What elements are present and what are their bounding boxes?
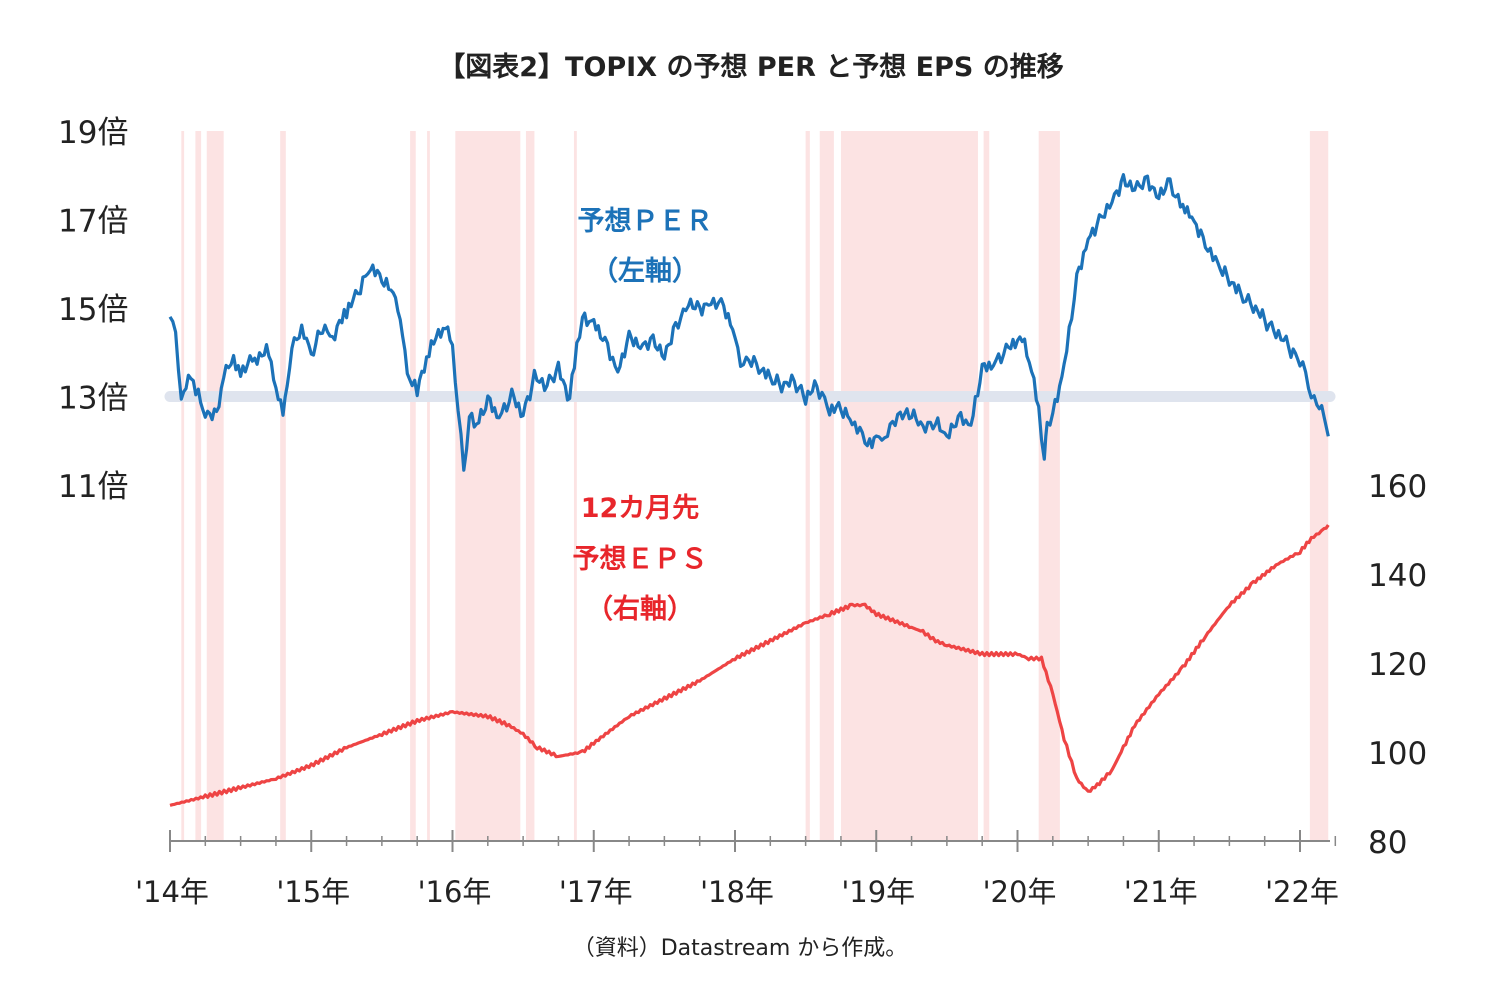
right-tick-label: 120	[1368, 647, 1427, 683]
left-tick-label: 17倍	[58, 204, 128, 240]
shaded-period-6	[455, 131, 521, 841]
x-axis	[169, 830, 1337, 852]
x-tick-label: '19年	[841, 875, 915, 909]
left-tick-label: 19倍	[58, 115, 128, 151]
eps-series-line	[169, 524, 1330, 807]
shaded-period-7	[525, 131, 535, 841]
shaded-period-10	[819, 131, 834, 841]
right-tick-label: 80	[1368, 825, 1407, 861]
x-axis-ticks: '14年 '15年 '16年 '17年 '18年 '19年 '20年 '21年 '22年	[135, 875, 1339, 909]
x-tick-label: '17年	[559, 875, 633, 909]
series-layer	[168, 173, 1330, 807]
x-tick-label: '15年	[276, 875, 350, 909]
eps-label-line3: （右軸）	[586, 594, 694, 625]
x-tick-label: '21年	[1124, 875, 1198, 909]
left-axis-ticks: 19倍 17倍 15倍 13倍 11倍	[58, 115, 128, 505]
shaded-period-8	[573, 131, 577, 841]
shaded-periods	[181, 131, 1329, 841]
right-tick-label: 100	[1368, 736, 1427, 772]
per-label-line1: 予想ＰＥＲ	[578, 206, 713, 237]
shaded-period-11	[840, 131, 978, 841]
source-note: （資料）Datastream から作成。	[573, 936, 908, 961]
eps-label-line1: 12カ月先	[581, 493, 700, 524]
shaded-period-13	[1038, 131, 1060, 841]
right-tick-label: 140	[1368, 558, 1427, 594]
shaded-period-0	[181, 131, 185, 841]
shaded-period-4	[410, 131, 416, 841]
x-tick-label: '14年	[135, 875, 209, 909]
left-tick-label: 15倍	[58, 292, 128, 328]
x-tick-label: '20年	[983, 875, 1057, 909]
shaded-period-12	[983, 131, 990, 841]
shaded-period-2	[206, 131, 224, 841]
shaded-period-3	[280, 131, 286, 841]
per-series-line	[168, 173, 1330, 472]
left-tick-label: 11倍	[58, 469, 128, 505]
shaded-period-5	[427, 131, 430, 841]
right-axis-ticks: 160 140 120 100 80	[1368, 469, 1427, 861]
x-tick-label: '22年	[1265, 875, 1339, 909]
left-tick-label: 13倍	[58, 381, 128, 417]
shaded-period-1	[195, 131, 202, 841]
right-tick-label: 160	[1368, 469, 1427, 505]
shaded-period-14	[1309, 131, 1329, 841]
x-tick-label: '18年	[700, 875, 774, 909]
x-tick-label: '16年	[418, 875, 492, 909]
per-label-line2: （左軸）	[591, 256, 699, 287]
eps-label-line2: 予想ＥＰＳ	[573, 544, 708, 575]
shaded-period-9	[805, 131, 810, 841]
chart-title: 【図表2】TOPIX の予想 PER と予想 EPS の推移	[438, 52, 1064, 83]
